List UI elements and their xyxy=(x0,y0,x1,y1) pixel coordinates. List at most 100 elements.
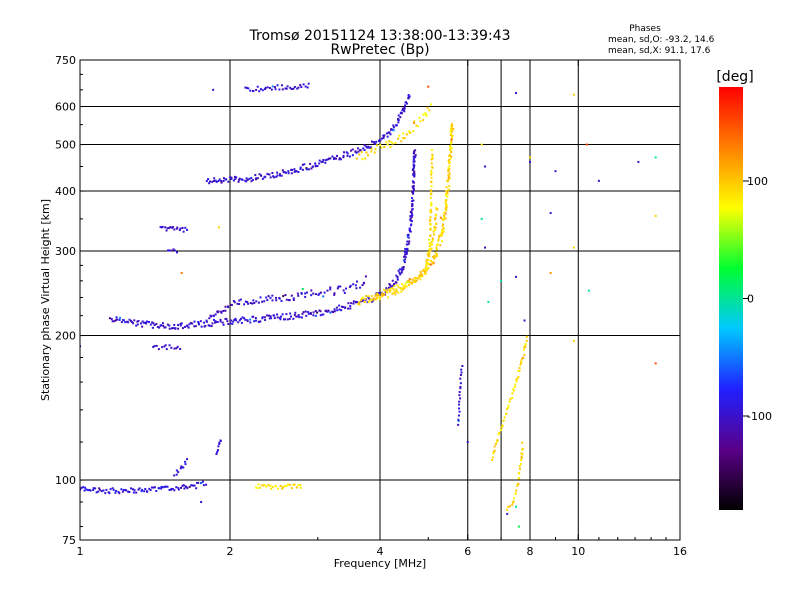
echo-point xyxy=(322,158,325,161)
echo-point xyxy=(389,288,392,291)
echo-point xyxy=(293,168,296,171)
echo-point xyxy=(413,120,416,123)
echo-point xyxy=(261,316,264,319)
echo-point xyxy=(180,322,183,325)
echo-point xyxy=(392,129,395,132)
echo-point xyxy=(430,169,433,172)
echo-point xyxy=(521,448,524,451)
echo-point xyxy=(523,319,526,322)
echo-point xyxy=(254,174,257,177)
echo-point xyxy=(441,240,443,243)
echo-point xyxy=(151,321,154,324)
echo-point xyxy=(507,505,510,508)
echo-point xyxy=(128,490,131,493)
echo-point xyxy=(370,147,373,150)
echo-point xyxy=(161,225,164,228)
chart-subtitle: RwPretec (Bp) xyxy=(330,42,429,58)
echo-point xyxy=(362,299,365,302)
echo-point xyxy=(395,274,398,277)
echo-point xyxy=(297,170,300,173)
echo-point xyxy=(494,442,497,445)
echo-point xyxy=(176,226,179,229)
echo-point xyxy=(352,302,355,305)
echo-point xyxy=(415,124,418,127)
x-tick-label: 16 xyxy=(673,545,687,558)
echo-point xyxy=(276,316,279,319)
echo-point xyxy=(383,288,386,291)
echo-point xyxy=(274,484,277,487)
echo-point xyxy=(80,488,82,491)
echo-point xyxy=(299,166,302,169)
echo-point xyxy=(318,309,321,312)
echo-point xyxy=(281,487,284,490)
echo-point xyxy=(492,452,495,455)
echo-point xyxy=(441,218,444,221)
echo-point xyxy=(314,165,317,168)
echo-point xyxy=(193,325,196,328)
echo-point xyxy=(516,484,519,487)
echo-point xyxy=(396,284,399,287)
echo-point xyxy=(272,175,275,178)
echo-point xyxy=(285,485,288,488)
echo-point xyxy=(423,272,426,275)
echo-point xyxy=(307,168,310,171)
echo-point xyxy=(365,151,368,154)
echo-point xyxy=(297,484,300,487)
echo-point xyxy=(270,317,273,320)
echo-point xyxy=(654,156,657,159)
echo-point xyxy=(412,181,415,184)
echo-point xyxy=(412,192,415,195)
echo-point xyxy=(89,489,92,492)
echo-point xyxy=(443,214,446,217)
echo-point xyxy=(338,304,341,307)
echo-point xyxy=(410,212,413,215)
echo-point xyxy=(329,286,332,289)
echo-point xyxy=(297,294,300,297)
echo-point xyxy=(246,301,249,304)
echo-point xyxy=(523,353,526,356)
echo-point xyxy=(171,226,174,229)
echo-point xyxy=(405,247,408,250)
echo-point xyxy=(371,299,374,302)
chart-title: Tromsø 20151124 13:38:00-13:39:43 xyxy=(249,28,511,44)
echo-point xyxy=(435,222,438,225)
echo-point xyxy=(168,344,171,347)
echo-point xyxy=(448,153,451,156)
echo-point xyxy=(508,505,511,508)
echo-point xyxy=(243,303,246,306)
echo-point xyxy=(177,324,180,327)
echo-point xyxy=(265,485,268,488)
echo-point xyxy=(196,481,199,484)
echo-point xyxy=(190,484,193,487)
echo-point xyxy=(413,172,416,175)
echo-point xyxy=(255,300,258,303)
echo-point xyxy=(389,290,392,293)
echo-point xyxy=(246,178,249,181)
echo-point xyxy=(274,88,277,91)
echo-point xyxy=(442,227,445,230)
echo-point xyxy=(175,473,178,476)
echo-point xyxy=(231,322,234,325)
echo-point xyxy=(378,140,381,143)
echo-point xyxy=(238,178,241,181)
echo-point xyxy=(407,97,410,100)
echo-point xyxy=(441,229,444,232)
echo-point xyxy=(448,159,451,162)
echo-point xyxy=(92,487,95,490)
echo-point xyxy=(230,177,233,180)
echo-point xyxy=(318,162,321,165)
echo-point xyxy=(443,217,446,220)
echo-point xyxy=(278,316,281,319)
echo-point xyxy=(371,298,374,301)
echo-point xyxy=(179,322,182,325)
echo-point xyxy=(246,320,249,323)
echo-point xyxy=(517,477,520,480)
x-tick-label: 6 xyxy=(464,545,471,558)
echo-point xyxy=(406,243,409,246)
echo-point xyxy=(152,345,155,348)
y-tick-label: 600 xyxy=(55,101,76,114)
echo-point xyxy=(280,84,283,87)
echo-point xyxy=(399,116,402,119)
echo-point xyxy=(319,314,322,317)
echo-point xyxy=(173,489,176,492)
